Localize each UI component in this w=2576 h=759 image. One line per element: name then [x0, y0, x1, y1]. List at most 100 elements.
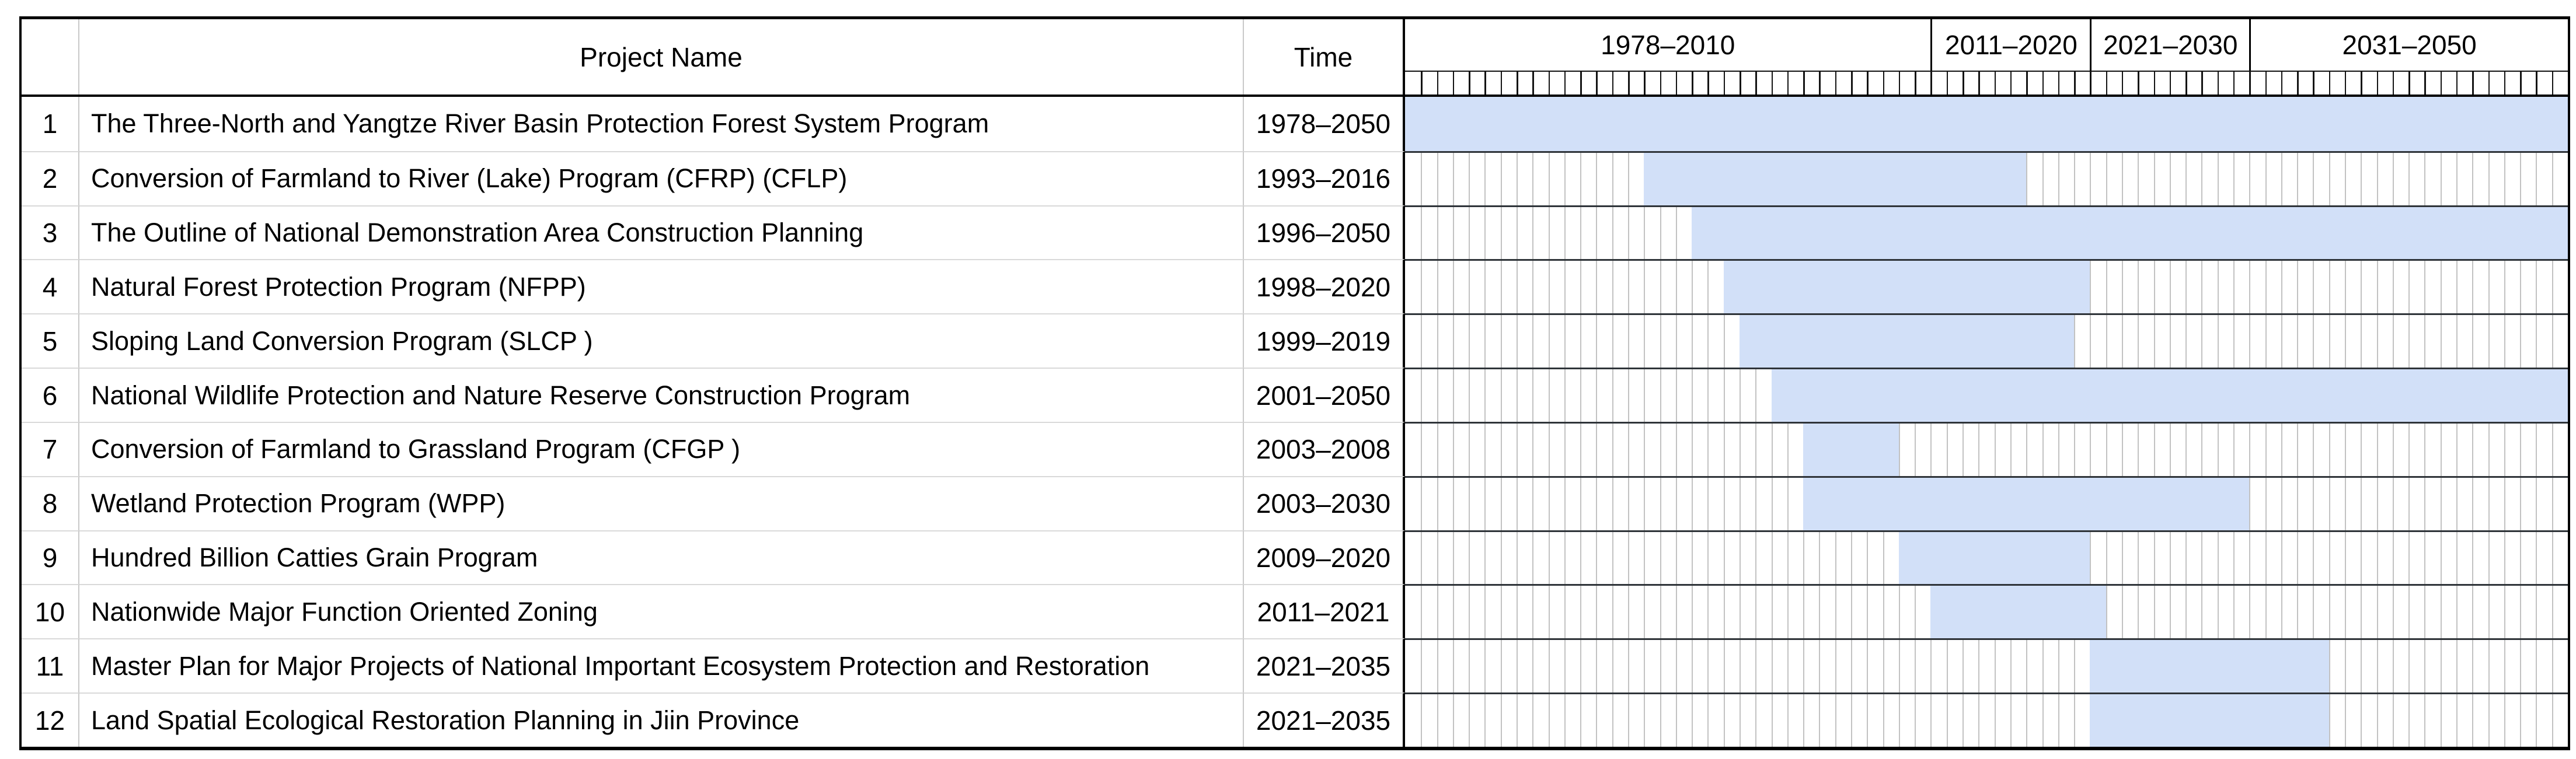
year-gridline: [1452, 477, 1454, 530]
year-gridline: [1421, 315, 1423, 368]
year-tick: [1484, 72, 1486, 95]
year-gridline: [2090, 315, 2092, 368]
year-gridline: [1580, 423, 1582, 476]
year-gridline: [1787, 477, 1789, 530]
year-tick: [2313, 72, 2314, 95]
table-row: 12 Land Spatial Ecological Restoration Pl…: [22, 692, 2568, 747]
project-name-cell: Conversion of Farmland to Grassland Prog…: [79, 421, 1244, 476]
year-tick: [2153, 72, 2156, 95]
year-gridline: [1723, 586, 1725, 639]
year-gridline: [1580, 694, 1582, 747]
year-gridline: [1612, 207, 1613, 260]
year-gridline: [2281, 477, 2282, 530]
year-gridline: [2074, 152, 2076, 205]
year-gridline: [2536, 531, 2537, 585]
year-tick: [2551, 72, 2554, 95]
year-gridline: [2440, 152, 2442, 205]
year-gridline: [1548, 315, 1550, 368]
year-gridline: [2169, 586, 2171, 639]
year-gridline: [1898, 640, 1900, 693]
year-gridline: [2281, 261, 2282, 314]
project-name-cell: Conversion of Farmland to River (Lake) P…: [79, 151, 1244, 205]
year-gridline: [1835, 586, 1836, 639]
year-tick: [1978, 72, 1980, 95]
time-cell: 1993–2016: [1244, 151, 1405, 205]
project-name-cell: Natural Forest Protection Program (NFPP): [79, 259, 1244, 314]
year-gridline: [1803, 694, 1805, 747]
year-tick: [2504, 72, 2506, 95]
year-gridline: [1612, 369, 1613, 422]
year-gridline: [2536, 423, 2537, 476]
year-gridline: [1469, 315, 1470, 368]
year-gridline: [1692, 531, 1693, 585]
year-gridline: [1851, 640, 1853, 693]
year-gridline: [1740, 586, 1741, 639]
year-gridline: [1612, 423, 1613, 476]
year-gridline: [2233, 152, 2235, 205]
gantt-table: Project Name Time 1978–2010 2011–2020 2021…: [19, 16, 2570, 750]
project-name-cell: National Wildlife Protection and Nature …: [79, 368, 1244, 422]
year-gridline: [1517, 586, 1518, 639]
year-gridline: [1484, 531, 1486, 585]
year-gridline: [2058, 694, 2059, 747]
year-gridline: [2344, 640, 2346, 693]
year-gridline: [2392, 152, 2394, 205]
year-tick: [1612, 72, 1614, 95]
time-cell: 2011–2021: [1244, 584, 1405, 639]
year-gridline: [1755, 586, 1757, 639]
year-gridline: [2361, 477, 2362, 530]
year-gridline: [1564, 369, 1566, 422]
year-gridline: [1740, 369, 1741, 422]
year-gridline: [2074, 423, 2076, 476]
year-gridline: [2185, 261, 2187, 314]
period-label: 2031–2050: [2249, 19, 2568, 71]
year-gridline: [2456, 694, 2458, 747]
year-gridline: [2440, 477, 2442, 530]
year-gridline: [2472, 423, 2474, 476]
year-tick: [2106, 72, 2108, 95]
year-gridline: [2424, 152, 2426, 205]
header-cell-time: Time: [1244, 19, 1405, 95]
year-tick: [2328, 72, 2331, 95]
timeline-cell: [1405, 692, 2568, 747]
year-gridline: [1787, 586, 1789, 639]
year-gridline: [2456, 423, 2458, 476]
year-gridline: [1532, 315, 1534, 368]
year-gridline: [2440, 586, 2442, 639]
year-gridline: [1612, 640, 1613, 693]
year-gridline: [2313, 315, 2314, 368]
year-gridline: [1517, 152, 1518, 205]
year-gridline: [1564, 423, 1566, 476]
year-gridline: [1484, 207, 1486, 260]
year-gridline: [2408, 531, 2410, 585]
year-gridline: [2074, 694, 2076, 747]
year-gridline: [2392, 315, 2394, 368]
year-gridline: [2201, 261, 2203, 314]
project-name-cell: The Three-North and Yangtze River Basin …: [79, 97, 1244, 151]
year-tick: [2440, 72, 2442, 95]
year-gridline: [2361, 261, 2362, 314]
year-gridline: [2472, 477, 2474, 530]
year-gridline: [2361, 640, 2362, 693]
year-gridline: [1819, 640, 1821, 693]
year-gridline: [1437, 640, 1438, 693]
year-gridline: [1915, 640, 1916, 693]
year-gridline: [2249, 261, 2251, 314]
row-number-cell: 2: [22, 151, 79, 205]
year-tick: [1851, 72, 1853, 95]
year-gridline: [1580, 369, 1582, 422]
year-gridline: [1548, 531, 1550, 585]
year-gridline: [2201, 586, 2203, 639]
year-gridline: [2551, 640, 2553, 693]
year-gridline: [1469, 694, 1470, 747]
table-row: 3 The Outline of National Demonstration A…: [22, 205, 2568, 260]
year-gridline: [1452, 369, 1454, 422]
year-gridline: [2185, 315, 2187, 368]
header-cell-project-name: Project Name: [79, 19, 1244, 95]
time-cell: 2009–2020: [1244, 530, 1405, 585]
gantt-bar: [2090, 694, 2329, 747]
year-tick: [2520, 72, 2522, 95]
year-gridline: [1484, 640, 1486, 693]
year-gridline: [1644, 423, 1646, 476]
year-gridline: [1612, 152, 1613, 205]
